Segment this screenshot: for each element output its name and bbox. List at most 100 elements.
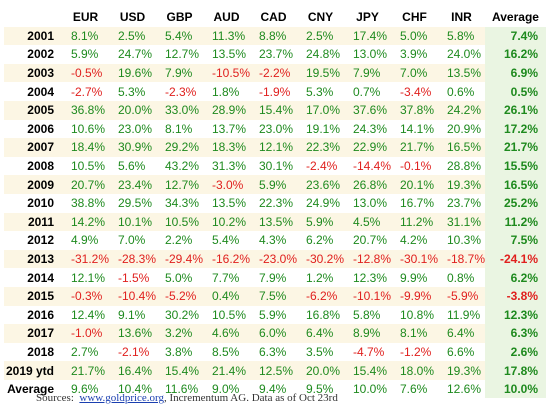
value-cell: 9.1% — [118, 307, 146, 322]
average-cell: 7.4% — [485, 26, 546, 46]
value-cell: 18.3% — [203, 138, 250, 157]
row-label: 2004 — [27, 84, 54, 99]
table-row: 2017 -1.0% 13.6% 3.2% 4.6% 6.0% 6.4% 8.9% 8.1% 6.… — [4, 324, 546, 343]
average-cell: 7.5% — [485, 231, 546, 250]
column-header: AUD — [213, 10, 240, 25]
average-cell: 16.2% — [485, 45, 546, 64]
row-label: 2015 — [4, 286, 62, 306]
value-cell: 16.7% — [400, 196, 435, 211]
value-cell: 12.3% — [353, 270, 388, 285]
average-cell: 21.7% — [485, 138, 546, 157]
table-row: 2013 -31.2% -28.3% -29.4% -16.2% -23.0% -30.2%… — [4, 249, 546, 269]
value-cell: 19.6% — [109, 63, 156, 83]
table-row: 2010 38.8% 29.5% 34.3% 13.5% 22.3% 24.9% 13.0% 1… — [4, 193, 546, 213]
value-cell: 23.0% — [259, 121, 294, 136]
average-cell: 16.5% — [485, 175, 546, 194]
row-label: 2009 — [4, 175, 62, 194]
value-cell: 13.0% — [353, 47, 388, 62]
value-cell: 24.2% — [438, 100, 485, 120]
value-cell: 4.3% — [259, 233, 287, 248]
value-cell: 30.1% — [259, 159, 294, 174]
table-row: 2016 12.4% 9.1% 30.2% 10.5% 5.9% 16.8% 5.8% 10.8… — [4, 305, 546, 325]
value-cell: 13.5% — [438, 63, 485, 83]
value-cell: 19.1% — [306, 121, 341, 136]
value-cell: 13.5% — [212, 196, 247, 211]
value-cell: -5.2% — [156, 286, 203, 306]
value-cell: 38.8% — [71, 196, 106, 211]
corner — [4, 8, 62, 27]
table-row: 2004 -2.7% 5.3% -2.3% 1.8% -1.9% 5.3% 0.7% -3.4%… — [4, 82, 546, 101]
value-cell: 37.6% — [344, 100, 391, 120]
value-cell: 18.0% — [391, 361, 438, 380]
value-cell: 12.5% — [250, 361, 297, 380]
value-cell: 23.7% — [447, 196, 482, 211]
value-cell: -0.3% — [62, 286, 109, 306]
value-cell: 1.2% — [306, 270, 334, 285]
value-cell: 8.1% — [391, 324, 438, 343]
value-cell: 0.6% — [447, 84, 475, 99]
value-cell: -1.2% — [400, 344, 432, 359]
value-cell: 36.8% — [62, 100, 109, 120]
value-cell: 24.3% — [353, 121, 388, 136]
table-row: 2005 36.8% 20.0% 33.0% 28.9% 15.4% 17.0% 37.6% 3… — [4, 100, 546, 120]
value-cell: 9.6% — [71, 382, 99, 397]
table-row: 2003 -0.5% 19.6% 7.9% -10.5% -2.2% 19.5% 7.9% 7.… — [4, 63, 546, 83]
value-cell: 5.4% — [156, 26, 203, 46]
value-cell: -28.3% — [109, 249, 156, 269]
value-cell: 4.5% — [344, 212, 391, 232]
value-cell: 5.3% — [118, 84, 146, 99]
value-cell: -30.2% — [297, 249, 344, 269]
value-cell: 12.1% — [71, 270, 106, 285]
column-header: Average — [492, 10, 539, 25]
value-cell: 10.4% — [118, 382, 153, 397]
value-cell: 2.2% — [165, 233, 193, 248]
value-cell: 8.8% — [250, 26, 297, 46]
value-cell: 5.9% — [259, 307, 287, 322]
table-row: 2014 12.1% -1.5% 5.0% 7.7% 7.9% 1.2% 12.3% 9.9% 0… — [4, 268, 546, 287]
average-cell: 6.2% — [485, 268, 546, 287]
average-cell: 17.8% — [485, 361, 546, 380]
value-cell: -10.5% — [203, 63, 250, 83]
value-cell: 24.9% — [306, 196, 341, 211]
value-cell: -2.2% — [250, 63, 297, 83]
row-label: 2011 — [4, 212, 62, 232]
value-cell: -1.5% — [118, 270, 150, 285]
value-cell: 22.3% — [259, 196, 294, 211]
average-cell: -24.1% — [485, 249, 546, 269]
value-cell: -3.4% — [400, 84, 432, 99]
row-label: 2017 — [4, 324, 62, 343]
value-cell: 16.5% — [438, 138, 485, 157]
value-cell: 4.6% — [203, 324, 250, 343]
value-cell: -1.0% — [62, 324, 109, 343]
value-cell: 6.6% — [447, 344, 475, 359]
row-label: 2001 — [4, 26, 62, 46]
source-link[interactable]: www.goldprice.org — [79, 392, 165, 404]
value-cell: 14.1% — [400, 121, 435, 136]
footer-suffix: , Incrementum AG. Data as of Oct 23rd — [164, 392, 338, 404]
value-cell: 6.4% — [438, 324, 485, 343]
value-cell: -29.4% — [156, 249, 203, 269]
value-cell: -2.4% — [306, 159, 338, 174]
value-cell: 3.5% — [306, 344, 334, 359]
value-cell: 19.3% — [438, 361, 485, 380]
value-cell: -23.0% — [250, 249, 297, 269]
value-cell: 10.0% — [353, 382, 388, 397]
value-cell: 20.7% — [353, 233, 388, 248]
row-label: 2008 — [27, 159, 54, 174]
value-cell: 5.4% — [212, 233, 240, 248]
value-cell: -0.5% — [62, 63, 109, 83]
table-row: 2008 10.5% 5.6% 43.2% 31.3% 30.1% -2.4% -14.4% -… — [4, 156, 546, 176]
value-cell: 5.3% — [306, 84, 334, 99]
value-cell: -2.1% — [118, 344, 150, 359]
table-row: 2019 ytd 21.7% 16.4% 15.4% 21.4% 12.5% 20.0% 15… — [4, 361, 546, 380]
value-cell: 11.2% — [391, 212, 438, 232]
value-cell: -5.9% — [438, 286, 485, 306]
row-label: 2016 — [27, 307, 54, 322]
table-row: 2002 5.9% 24.7% 12.7% 13.5% 23.7% 24.8% 13.0% 3.… — [4, 45, 546, 64]
value-cell: -0.1% — [400, 159, 432, 174]
value-cell: 5.6% — [118, 159, 146, 174]
row-label: 2014 — [27, 270, 54, 285]
average-cell: 11.2% — [485, 212, 546, 232]
table-body: 2001 8.1% 2.5% 5.4% 11.3% 8.8% 2.5% 17.4% 5.0% 5.… — [4, 26, 546, 399]
value-cell: 19.3% — [438, 175, 485, 194]
